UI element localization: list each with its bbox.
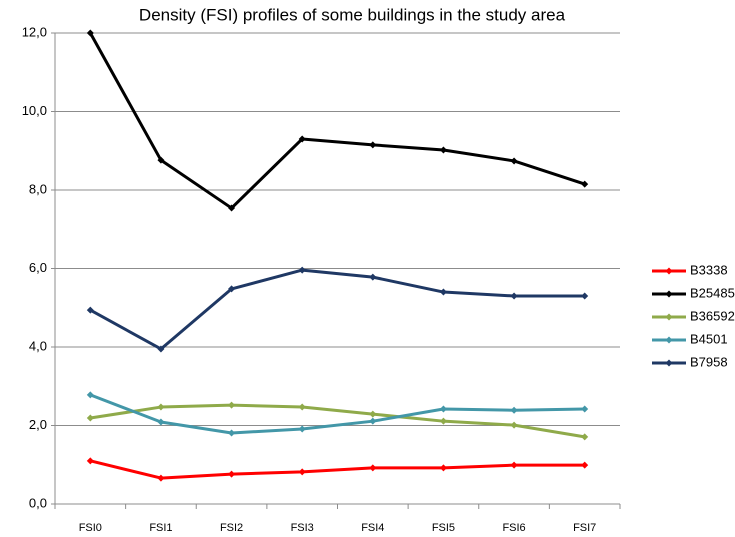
data-point [510,157,518,165]
data-point [157,345,165,353]
legend-label: B4501 [690,331,728,346]
y-tick-label: 8,0 [29,181,47,196]
legend-marker [665,359,673,367]
legend-label: B3338 [690,262,728,277]
y-tick-label: 4,0 [29,338,47,353]
y-tick-label: 12,0 [22,24,47,39]
data-point [228,429,236,437]
data-point [369,464,377,472]
legend-marker [665,336,673,344]
x-tick-label: FSI4 [361,522,384,534]
series-line [89,393,585,435]
legend-marker [665,290,673,298]
data-point [369,410,377,418]
series-line [90,403,585,439]
data-point [228,285,236,293]
legend-marker [665,267,673,275]
data-point [157,474,165,482]
data-point [298,425,306,433]
data-point [157,403,165,411]
x-tick-label: FSI3 [291,522,314,534]
series-line [89,32,586,210]
data-point [581,292,589,300]
data-point [439,464,447,472]
x-tick-label: FSI0 [79,522,102,534]
x-tick-label: FSI1 [149,522,172,534]
x-tick-label: FSI5 [432,522,455,534]
data-point [86,414,94,422]
legend-label: B25485 [690,285,735,300]
data-point [86,391,94,399]
data-point [369,273,377,281]
data-point [228,401,236,409]
series-line [89,459,585,480]
data-point [86,457,94,465]
x-tick-label: FSI7 [573,522,596,534]
data-point [298,266,306,274]
data-point [510,461,518,469]
data-point [157,418,165,426]
series-line [89,268,585,351]
data-point [510,421,518,429]
legend-label: B7958 [690,354,728,369]
legend-marker [665,313,673,321]
data-point [228,204,236,212]
data-point [439,405,447,413]
data-point [439,417,447,425]
data-point [86,306,94,314]
data-point [298,468,306,476]
data-point [369,417,377,425]
x-tick-label: FSI2 [220,522,243,534]
data-point [228,470,236,478]
data-point [510,292,518,300]
data-point [157,156,165,164]
y-tick-label: 0,0 [29,495,47,510]
data-point [581,180,589,188]
x-tick-label: FSI6 [502,522,525,534]
data-point [86,29,94,37]
data-point [581,461,589,469]
data-point [581,433,589,441]
data-point [439,288,447,296]
chart-title: Density (FSI) profiles of some buildings… [139,5,566,24]
data-point [581,405,589,413]
data-point [439,146,447,154]
data-point [298,403,306,411]
y-tick-label: 6,0 [29,260,47,275]
legend-label: B36592 [690,308,735,323]
y-tick-label: 10,0 [22,103,47,118]
data-point [298,135,306,143]
data-point [510,406,518,414]
data-point [369,141,377,149]
y-tick-label: 2,0 [29,417,47,432]
